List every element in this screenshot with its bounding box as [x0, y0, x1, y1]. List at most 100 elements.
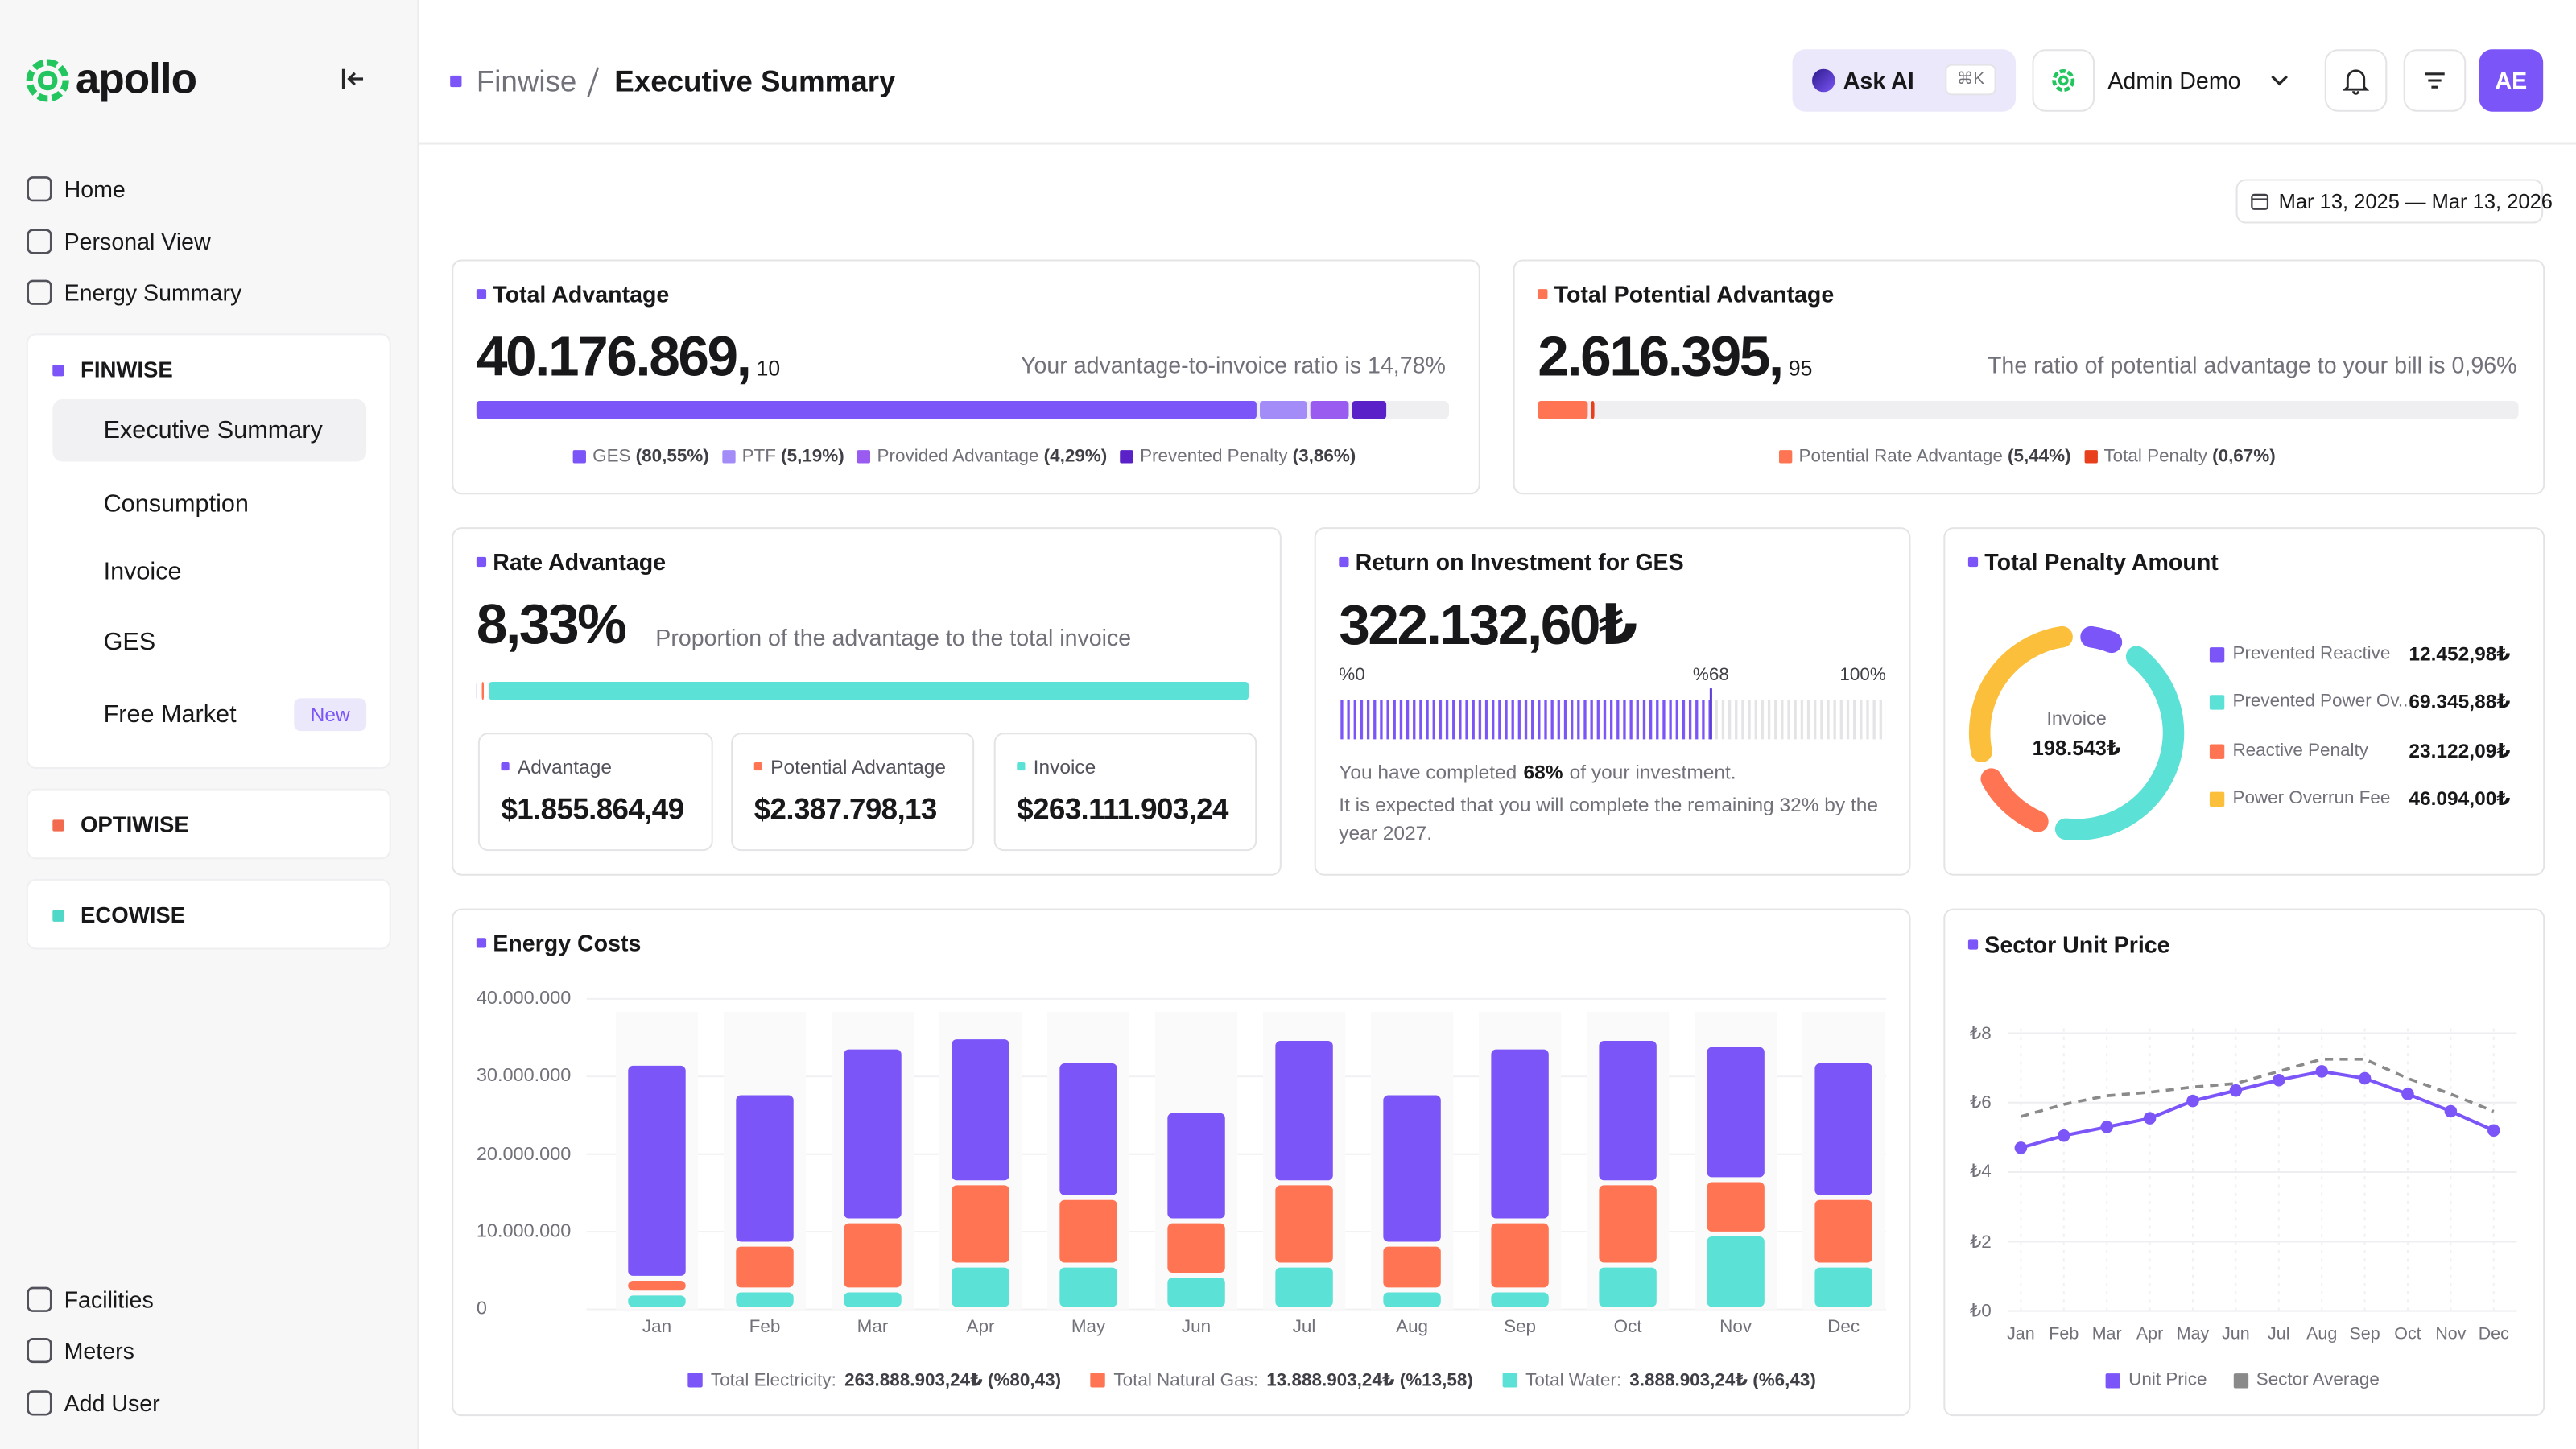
x-tick-label: Dec	[2478, 1323, 2509, 1344]
donut-center-value: 198.543₺	[2032, 737, 2121, 760]
org-icon	[2052, 69, 2075, 92]
advantage-note: Your advantage-to-invoice ratio is 14,78…	[1021, 351, 1446, 378]
nav-item[interactable]: Personal View	[64, 228, 211, 255]
notifications-button[interactable]	[2324, 49, 2388, 112]
line-point	[2444, 1104, 2458, 1118]
date-range-picker[interactable]	[2235, 179, 2544, 224]
user-menu-chevron[interactable]	[2270, 74, 2288, 87]
bar-segment	[1814, 1199, 1872, 1263]
nav-icon	[27, 1390, 52, 1416]
y-tick-label: 30.000.000	[476, 1066, 572, 1087]
breadcrumb-item[interactable]: Finwise	[476, 64, 577, 98]
bar-segment	[1275, 1041, 1333, 1181]
group-marker	[52, 819, 64, 831]
card-title-marker	[1967, 939, 1979, 950]
legend-total: 3.888.903,24₺ (%6,43)	[1629, 1371, 1816, 1391]
rate-description: Proportion of the advantage to the total…	[655, 624, 1132, 651]
roi-progress	[1339, 700, 1711, 740]
x-tick-label: Jul	[1292, 1317, 1316, 1338]
donut-arc	[2054, 646, 2185, 840]
legend-item[interactable]: Total Water: 3.888.903,24₺ (%6,43)	[1502, 1369, 1816, 1391]
breadcrumb-marker	[450, 75, 462, 88]
legend-value: 23.122,09₺	[2409, 739, 2511, 762]
bar-segment	[1707, 1182, 1765, 1232]
x-tick-label: Sep	[2349, 1323, 2380, 1344]
line-point	[2358, 1071, 2372, 1085]
card-title: Return on Investment for GES	[1355, 548, 1684, 576]
legend-name: Total Electricity:	[710, 1370, 836, 1390]
roi-completed: You have completed 68% of your investment.	[1339, 761, 1736, 784]
group-title[interactable]: ECOWISE	[80, 902, 186, 928]
rate-bar-segment	[481, 681, 485, 700]
legend-name: Prevented Power Ov...	[2232, 691, 2413, 712]
avatar[interactable]: AE	[2479, 49, 2544, 112]
legend-swatch	[1090, 1373, 1106, 1388]
nav-item[interactable]: Home	[64, 175, 126, 203]
bar-segment	[952, 1267, 1009, 1307]
legend-item: Provided Advantage (4,29%)	[857, 447, 1107, 467]
group-title[interactable]: OPTIWISE	[80, 812, 189, 837]
legend-item[interactable]: Sector Average	[2233, 1370, 2380, 1390]
bar-segment	[736, 1292, 794, 1307]
legend-item[interactable]: Total Natural Gas: 13.888.903,24₺ (%13,58…	[1090, 1369, 1473, 1391]
legend: Unit Price Sector Average	[2105, 1370, 2380, 1390]
roi-expectation: It is expected that you will complete th…	[1339, 793, 1879, 844]
progress-segment	[1591, 400, 1595, 419]
roi-completed-part: 68%	[1523, 760, 1563, 784]
filter-button[interactable]	[2403, 49, 2467, 112]
nav-subitem[interactable]: Consumption	[103, 490, 249, 518]
total-advantage-card	[452, 259, 1480, 495]
nav-subitem[interactable]: Free Market	[103, 700, 237, 729]
legend-swatch	[1120, 450, 1133, 464]
bar-segment	[1059, 1063, 1117, 1195]
group-marker	[52, 364, 64, 376]
legend-value: 46.094,00₺	[2409, 786, 2511, 811]
footer-nav-item[interactable]: Add User	[64, 1389, 160, 1417]
bar-segment	[736, 1095, 794, 1242]
x-tick-label: Feb	[749, 1317, 781, 1338]
bar-segment	[1491, 1292, 1549, 1307]
legend-total: 263.888.903,24₺ (%80,43)	[844, 1371, 1062, 1391]
card-title: Total Advantage	[493, 280, 670, 308]
metric-marker	[501, 762, 510, 771]
legend-swatch	[2083, 450, 2098, 464]
footer-nav-item[interactable]: Facilities	[64, 1286, 154, 1313]
x-tick-label: Nov	[1719, 1317, 1752, 1338]
legend: Potential Rate Advantage (5,44%) Total Pen…	[1778, 447, 2276, 467]
rate-bar-segment	[489, 681, 1249, 700]
legend-item[interactable]: Total Electricity: 263.888.903,24₺ (%80,4…	[687, 1369, 1061, 1391]
roi-tick-label: 100%	[1839, 665, 1886, 686]
collapse-button[interactable]	[340, 68, 366, 91]
metric-label: Potential Advantage	[770, 755, 947, 779]
x-tick-label: May	[2176, 1323, 2210, 1344]
nav-item[interactable]: Energy Summary	[64, 279, 242, 306]
user-name[interactable]: Admin Demo	[2107, 67, 2241, 94]
legend-swatch	[2105, 1373, 2120, 1388]
legend-swatch	[572, 450, 586, 464]
x-tick-label: Apr	[2136, 1323, 2164, 1344]
x-tick-label: Sep	[1504, 1317, 1537, 1338]
nav-icon	[27, 176, 52, 202]
legend-total: 13.888.903,24₺ (%13,58)	[1266, 1371, 1473, 1391]
legend-value: (3,86%)	[1292, 447, 1356, 467]
bar-segment	[1491, 1049, 1549, 1219]
legend-swatch	[687, 1373, 703, 1388]
x-tick-label: Jun	[1181, 1317, 1212, 1338]
nav-subitem[interactable]: Invoice	[103, 557, 182, 586]
footer-nav-item[interactable]: Meters	[64, 1337, 134, 1364]
nav-subitem[interactable]: Executive Summary	[103, 416, 323, 445]
legend-name: Provided Advantage	[877, 447, 1039, 467]
legend-item[interactable]: Unit Price	[2105, 1370, 2207, 1390]
legend-item: Prevented Penalty (3,86%)	[1120, 447, 1356, 467]
legend-name: Reactive Penalty	[2232, 741, 2368, 761]
legend-swatch	[1778, 450, 1793, 464]
card-title: Rate Advantage	[493, 548, 667, 576]
donut-arc	[1980, 768, 2049, 832]
org-button[interactable]	[2032, 49, 2095, 112]
nav-subitem[interactable]: GES	[103, 628, 156, 657]
legend-name: Unit Price	[2128, 1370, 2207, 1390]
progress-track	[1538, 400, 2519, 419]
x-tick-label: Oct	[1613, 1317, 1642, 1338]
group-title[interactable]: FINWISE	[80, 357, 173, 382]
